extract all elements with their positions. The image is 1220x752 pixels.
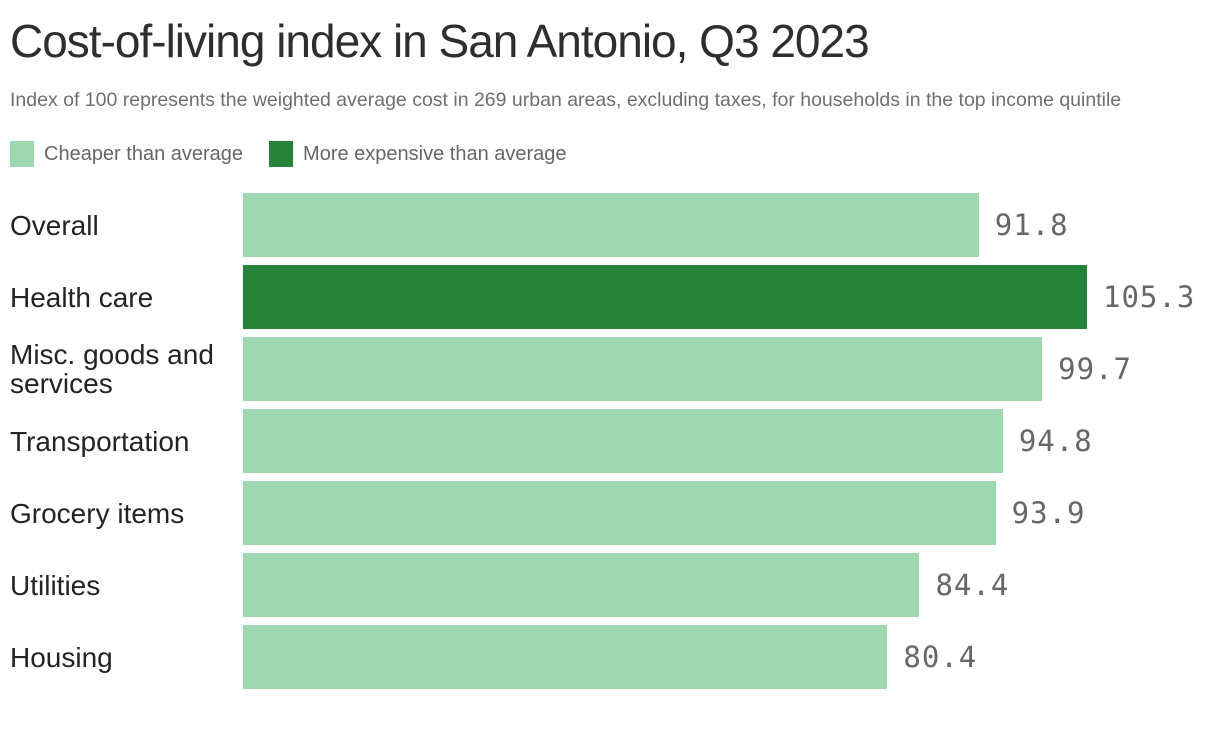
bar-track: 80.4: [243, 625, 1210, 689]
bar-housing: [243, 625, 888, 689]
value-label-transportation: 94.8: [1018, 424, 1093, 458]
chart-subtitle: Index of 100 represents the weighted ave…: [10, 89, 1122, 111]
category-label-grocery-items: Grocery items: [10, 497, 185, 529]
category-label-transportation: Transportation: [10, 425, 190, 457]
legend-item-cheaper: Cheaper than average: [10, 141, 243, 167]
chart-row-misc-goods-and-services: Misc. goods and services 99.7: [10, 337, 1210, 401]
bar-grocery-items: [243, 481, 996, 545]
chart-row-health-care: Health care 105.3: [10, 265, 1210, 329]
category-label-misc-goods-and-services: Misc. goods and services: [10, 339, 214, 399]
bar-transportation: [243, 409, 1003, 473]
value-label-health-care: 105.3: [1103, 280, 1196, 314]
category-label-overall: Overall: [10, 209, 99, 241]
bar-misc-goods-and-services: [243, 337, 1043, 401]
legend-item-expensive: More expensive than average: [269, 141, 567, 167]
category-label-health-care: Health care: [10, 281, 154, 313]
value-label-housing: 80.4: [903, 640, 978, 674]
value-label-grocery-items: 93.9: [1011, 496, 1086, 530]
category-label-utilities: Utilities: [10, 569, 101, 601]
bar-track: 99.7: [243, 337, 1210, 401]
legend-label-cheaper: Cheaper than average: [44, 142, 244, 165]
category-label-housing: Housing: [10, 641, 113, 673]
bar-track: 91.8: [243, 193, 1210, 257]
legend-label-expensive: More expensive than average: [303, 142, 567, 165]
bar-utilities: [243, 553, 920, 617]
value-label-overall: 91.8: [994, 208, 1069, 242]
value-label-utilities: 84.4: [935, 568, 1010, 602]
bar-track: 84.4: [243, 553, 1210, 617]
bar-overall: [243, 193, 979, 257]
bar-track: 94.8: [243, 409, 1210, 473]
value-label-misc-goods-and-services: 99.7: [1058, 352, 1132, 386]
chart-row-utilities: Utilities 84.4: [10, 553, 1210, 617]
bar-health-care: [243, 265, 1087, 329]
bar-chart: Overall 91.8 Health care 105.3 Misc. goo…: [10, 193, 1210, 689]
legend: Cheaper than average More expensive than…: [10, 141, 1210, 167]
legend-swatch-expensive-icon: [269, 141, 294, 167]
chart-title: Cost-of-living index in San Antonio, Q3 …: [10, 15, 870, 67]
chart-row-overall: Overall 91.8: [10, 193, 1210, 257]
bar-track: 105.3: [243, 265, 1210, 329]
legend-swatch-cheaper-icon: [10, 141, 34, 167]
bar-track: 93.9: [243, 481, 1210, 545]
chart-row-housing: Housing 80.4: [10, 625, 1210, 689]
chart-row-transportation: Transportation 94.8: [10, 409, 1210, 473]
chart-row-grocery-items: Grocery items 93.9: [10, 481, 1210, 545]
